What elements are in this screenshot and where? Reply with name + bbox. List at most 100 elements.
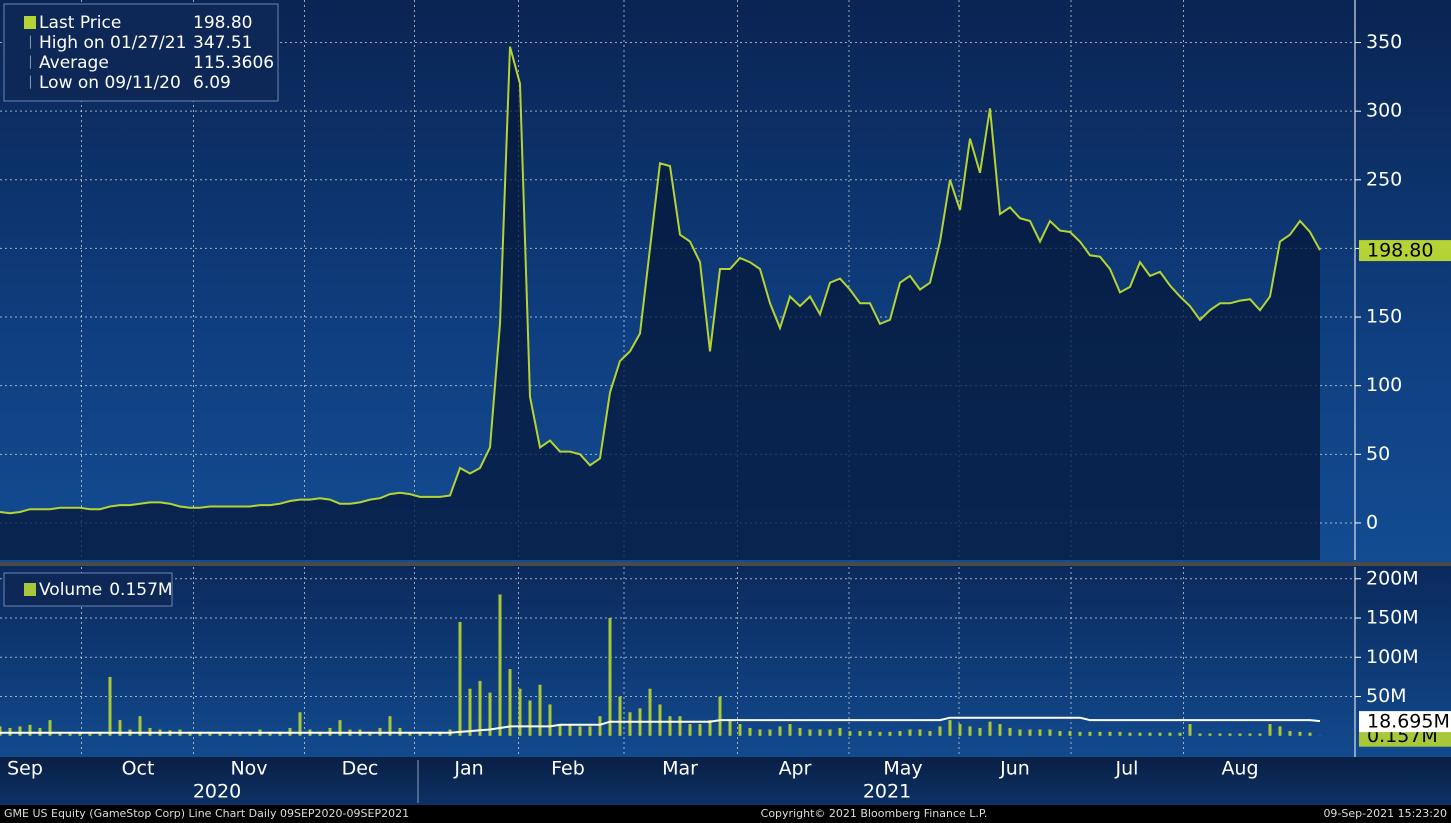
volume-bar [298, 712, 302, 736]
volume-bar [88, 731, 92, 736]
legend-swatch [24, 583, 36, 596]
x-tick-label: Dec [342, 758, 379, 780]
legend-icon: │ [27, 35, 34, 49]
legend-value: 347.51 [193, 33, 252, 53]
legend-value: 0.157M [109, 580, 172, 600]
volume-bar [1158, 732, 1162, 736]
volume-bar [1168, 732, 1172, 736]
volume-bar [688, 724, 692, 736]
volume-bar [228, 731, 232, 736]
legend-label: Low on 09/11/20 [39, 73, 181, 93]
volume-bar [1058, 731, 1062, 736]
volume-bar [978, 727, 982, 736]
panel-divider [0, 562, 1451, 566]
legend-swatch [24, 16, 36, 29]
volume-bar [1208, 733, 1212, 736]
volume-bar [28, 724, 32, 736]
legend-icon: │ [27, 75, 34, 89]
volume-bar [958, 724, 962, 736]
volume-bar [1188, 724, 1192, 736]
volume-bar [18, 726, 22, 736]
volume-bar [578, 726, 582, 736]
volume-bar [468, 688, 472, 736]
y-tick-label: 350 [1366, 31, 1402, 53]
volume-bar [198, 731, 202, 736]
volume-bar [728, 720, 732, 736]
volume-bar [118, 720, 122, 736]
moving-average-line [0, 716, 1321, 734]
volume-bar [1008, 727, 1012, 736]
y-tick-label: 0 [1366, 511, 1378, 533]
volume-bar [318, 731, 322, 736]
footer-bar [0, 805, 1451, 823]
overlay-layer: 198.80 0.157M 18.695M Last Price 198.80 │ High… [3, 3, 1451, 747]
volume-bar [598, 716, 602, 736]
volume-bar [968, 726, 972, 736]
volume-bar [718, 696, 722, 736]
legend-icon: │ [27, 55, 34, 69]
volume-bar [1078, 731, 1082, 736]
year-label: 2020 [193, 781, 241, 803]
volume-bar [418, 731, 422, 736]
footer-center: Copyright© 2021 Bloomberg Finance L.P. [761, 807, 988, 820]
volume-bar [238, 731, 242, 736]
volume-bar [278, 731, 282, 736]
volume-bar [508, 669, 512, 736]
last-value-box [1359, 240, 1451, 262]
volume-bar [758, 729, 762, 736]
x-tick-label: Jan [453, 758, 483, 780]
volume-bar [488, 692, 492, 736]
footer-right: 09-Sep-2021 15:23:20 [1323, 807, 1447, 820]
volume-bar [1048, 729, 1052, 736]
volume-bar [1128, 732, 1132, 736]
footer-left: GME US Equity (GameStop Corp) Line Chart… [4, 807, 409, 820]
y-tick-label: 150M [1366, 607, 1419, 629]
y-tick-label: 100M [1366, 646, 1419, 668]
volume-bar [658, 704, 662, 736]
volume-bar [338, 720, 342, 736]
y-tick-label: 150 [1366, 306, 1402, 328]
volume-bar [908, 729, 912, 736]
volume-bar [458, 621, 462, 736]
volume-bar [438, 731, 442, 736]
y-tick-label: 200M [1366, 567, 1419, 589]
volume-bar [1288, 731, 1292, 736]
volume-bar [998, 724, 1002, 736]
volume-bar [608, 618, 612, 736]
price-area [0, 46, 1320, 560]
volume-bar [108, 676, 112, 736]
volume-bar [648, 688, 652, 736]
volume-bar [848, 731, 852, 736]
volume-bar [1098, 731, 1102, 736]
legend-value: 6.09 [193, 73, 231, 93]
price-line [0, 46, 1321, 515]
volume-bar [628, 712, 632, 736]
volume-bar [548, 704, 552, 736]
x-tick-label: Aug [1221, 758, 1258, 780]
x-tick-label: Nov [230, 758, 267, 780]
x-tick-label: Jul [1115, 758, 1139, 780]
y-tick-label: 300 [1366, 100, 1402, 122]
volume-bar [528, 700, 532, 736]
volume-bar [878, 731, 882, 736]
volume-bar [858, 731, 862, 736]
last-value-box [1359, 711, 1451, 733]
legend-label: Volume 0.157M [39, 580, 173, 600]
legend-name: Volume [39, 580, 102, 600]
volume-bar [138, 716, 142, 736]
volume-bar [1258, 733, 1262, 736]
volume-bar [988, 721, 992, 736]
volume-bar [78, 731, 82, 736]
y-tick-label: 250 [1366, 168, 1402, 190]
volume-bar [1138, 732, 1142, 736]
volume-panel [0, 566, 1451, 757]
volume-bar [888, 731, 892, 736]
x-tick-label: Feb [551, 758, 585, 780]
y-tick-label: 50 [1366, 443, 1390, 465]
volume-bar [818, 729, 822, 736]
volume-bar [428, 731, 432, 736]
volume-bar [918, 729, 922, 736]
volume-bar [1218, 733, 1222, 736]
volume-bar [268, 731, 272, 736]
